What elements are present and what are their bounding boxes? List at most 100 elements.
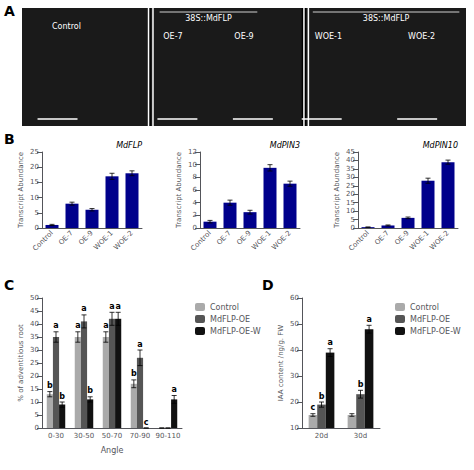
svg-text:OE-7: OE-7 [57,229,75,247]
svg-text:WOE-1: WOE-1 [92,229,114,251]
svg-text:b: b [319,392,325,401]
svg-text:b: b [358,380,364,389]
svg-text:10: 10 [346,207,355,215]
svg-text:25: 25 [30,148,39,156]
svg-text:60: 60 [290,294,299,302]
svg-text:A: A [4,3,15,19]
svg-text:OE-9: OE-9 [235,229,253,247]
svg-text:38S::MdFLP: 38S::MdFLP [185,14,232,23]
svg-text:Angle: Angle [101,446,124,455]
svg-text:35: 35 [30,333,39,341]
svg-text:MdFLP-OE-W: MdFLP-OE-W [210,327,261,336]
svg-text:5: 5 [35,411,39,419]
svg-text:b: b [47,381,53,390]
svg-text:45: 45 [346,148,355,156]
svg-text:0: 0 [193,224,197,232]
svg-text:MdFLP: MdFLP [116,141,142,150]
svg-text:0: 0 [35,424,39,432]
svg-text:MdPIN3: MdPIN3 [270,141,300,150]
svg-text:0: 0 [35,224,39,232]
svg-text:50: 50 [30,294,39,302]
svg-text:MdFLP-OE: MdFLP-OE [210,315,250,324]
svg-text:70-90: 70-90 [130,432,150,440]
svg-text:50: 50 [290,320,299,328]
svg-text:c: c [144,418,149,427]
svg-text:% of adventitious root: % of adventitious root [17,324,25,402]
svg-text:WOE-2: WOE-2 [270,229,292,251]
svg-text:b: b [87,386,93,395]
svg-text:a: a [81,304,86,313]
svg-text:20d: 20d [315,432,328,440]
svg-text:30: 30 [346,173,355,181]
svg-text:a: a [115,302,120,311]
svg-text:25: 25 [346,182,355,190]
svg-text:90-110: 90-110 [156,432,181,440]
svg-text:b: b [131,369,137,378]
svg-text:30-50: 30-50 [74,432,94,440]
svg-text:a: a [109,302,114,311]
svg-text:IAA content /ng/g. FW: IAA content /ng/g. FW [277,325,285,402]
svg-text:30d: 30d [354,432,367,440]
svg-text:2: 2 [193,211,197,219]
svg-text:25: 25 [30,359,39,367]
svg-text:Transcript Abundance: Transcript Abundance [175,152,183,229]
svg-text:a: a [171,385,176,394]
svg-text:0: 0 [351,224,355,232]
svg-text:C: C [4,277,14,293]
svg-text:OE-7: OE-7 [163,32,182,41]
svg-text:B: B [4,131,15,147]
svg-text:b: b [59,392,65,401]
svg-text:10: 10 [188,161,197,169]
svg-text:5: 5 [35,209,39,217]
svg-text:45: 45 [30,307,39,315]
svg-text:WOE-1: WOE-1 [315,32,342,41]
svg-text:OE-9: OE-9 [77,229,95,247]
svg-text:a: a [366,315,371,324]
svg-text:OE-7: OE-7 [373,229,391,247]
svg-text:6: 6 [193,186,198,194]
svg-text:WOE-2: WOE-2 [112,229,134,251]
svg-text:Control: Control [410,303,439,312]
svg-text:Control: Control [31,229,55,253]
svg-text:WOE-1: WOE-1 [408,229,430,251]
svg-text:Control: Control [210,303,239,312]
svg-text:MdPIN10: MdPIN10 [423,141,458,150]
svg-text:4: 4 [193,199,198,207]
svg-text:a: a [103,321,108,330]
svg-text:40: 40 [30,320,39,328]
svg-text:15: 15 [30,178,39,186]
svg-text:a: a [75,321,80,330]
svg-text:50-70: 50-70 [102,432,122,440]
svg-text:30: 30 [290,372,299,380]
svg-text:MdFLP-OE-W: MdFLP-OE-W [410,327,461,336]
svg-text:Control: Control [189,229,213,253]
svg-text:WOE-2: WOE-2 [408,32,435,41]
svg-text:15: 15 [30,385,39,393]
svg-text:12: 12 [188,148,197,156]
svg-text:10: 10 [30,398,39,406]
svg-text:10: 10 [30,194,39,202]
svg-text:8: 8 [193,173,197,181]
svg-text:0-30: 0-30 [48,432,64,440]
svg-text:20: 20 [30,163,39,171]
svg-text:20: 20 [290,398,299,406]
svg-text:a: a [137,340,142,349]
svg-text:5: 5 [351,216,355,224]
svg-text:40: 40 [290,346,299,354]
svg-text:MdFLP-OE: MdFLP-OE [410,315,450,324]
svg-text:D: D [262,277,274,293]
svg-text:Transcript Abundance: Transcript Abundance [333,152,341,229]
svg-text:35: 35 [346,165,355,173]
svg-text:Transcript Abundance: Transcript Abundance [17,152,25,229]
svg-text:OE-7: OE-7 [215,229,233,247]
svg-text:10: 10 [290,424,299,432]
svg-text:40: 40 [346,156,355,164]
svg-text:a: a [327,338,332,347]
svg-text:WOE-2: WOE-2 [428,229,450,251]
svg-text:OE-9: OE-9 [393,229,411,247]
svg-text:c: c [311,403,316,412]
svg-text:Control: Control [52,22,81,31]
svg-text:Control: Control [347,229,371,253]
svg-text:20: 20 [30,372,39,380]
svg-text:15: 15 [346,199,355,207]
